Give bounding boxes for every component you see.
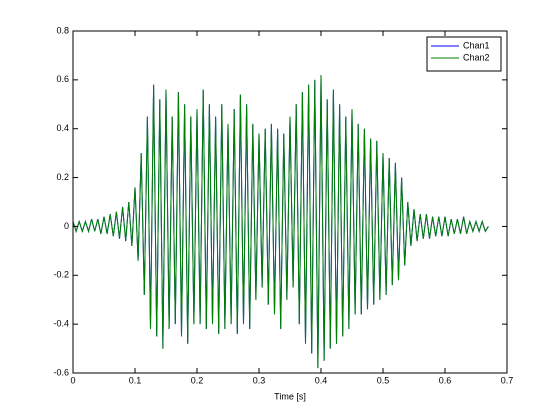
y-tick-label: 0.6	[56, 74, 69, 84]
y-tick-label: -0.2	[53, 270, 69, 280]
x-tick-label: 0.6	[439, 375, 452, 385]
y-tick-label: -0.4	[53, 319, 69, 329]
x-tick-label: 0	[70, 375, 75, 385]
x-tick-label: 0.4	[315, 375, 328, 385]
x-tick-label: 0.5	[377, 375, 390, 385]
legend-label: Chan1	[463, 40, 490, 50]
y-tick-label: 0.2	[56, 172, 69, 182]
plot-area	[73, 31, 507, 373]
x-tick-label: 0.3	[253, 375, 266, 385]
axes-box	[72, 30, 508, 374]
legend-label: Chan2	[463, 52, 490, 62]
legend: Chan1 Chan2	[426, 36, 502, 72]
y-tick-label: 0.4	[56, 123, 69, 133]
series-line	[72, 74, 489, 369]
x-tick-label: 0.7	[501, 375, 514, 385]
legend-box	[426, 36, 502, 72]
x-tick-label: 0.1	[129, 375, 142, 385]
x-axis-label: Time [s]	[274, 391, 306, 401]
y-tick-label: -0.6	[53, 367, 69, 377]
x-tick-label: 0.2	[191, 375, 204, 385]
y-tick-label: 0.8	[56, 25, 69, 35]
y-tick-label: 0	[64, 221, 69, 231]
